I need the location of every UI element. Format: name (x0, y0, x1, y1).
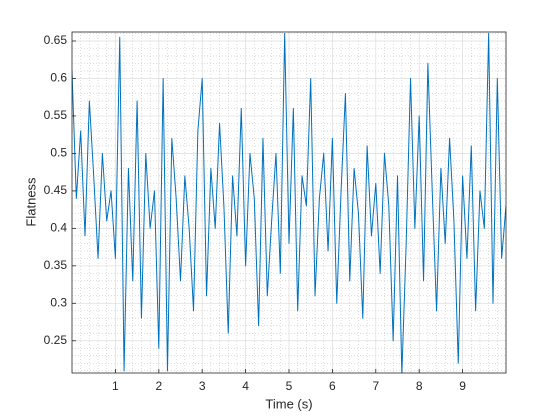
x-tick-label: 5 (286, 379, 293, 393)
x-tick-label: 8 (416, 379, 423, 393)
y-tick-label: 0.3 (50, 295, 67, 309)
x-tick-label: 3 (199, 379, 206, 393)
y-tick-label: 0.45 (44, 183, 68, 197)
x-tick-label: 6 (329, 379, 336, 393)
data-line (72, 32, 506, 373)
y-tick-label: 0.55 (44, 108, 68, 122)
x-tick-label: 7 (372, 379, 379, 393)
x-tick-label: 9 (459, 379, 466, 393)
y-tick-label: 0.65 (44, 33, 68, 47)
y-axis-label: Flatness (23, 177, 38, 227)
y-tick-label: 0.5 (50, 146, 67, 160)
x-axis-label: Time (s) (265, 396, 312, 411)
x-tick-label: 4 (242, 379, 249, 393)
x-tick-label: 2 (155, 379, 162, 393)
y-tick-label: 0.4 (50, 221, 67, 235)
y-tick-label: 0.25 (44, 333, 68, 347)
y-tick-label: 0.6 (50, 71, 67, 85)
x-tick-label: 1 (112, 379, 119, 393)
y-tick-label: 0.35 (44, 258, 68, 272)
